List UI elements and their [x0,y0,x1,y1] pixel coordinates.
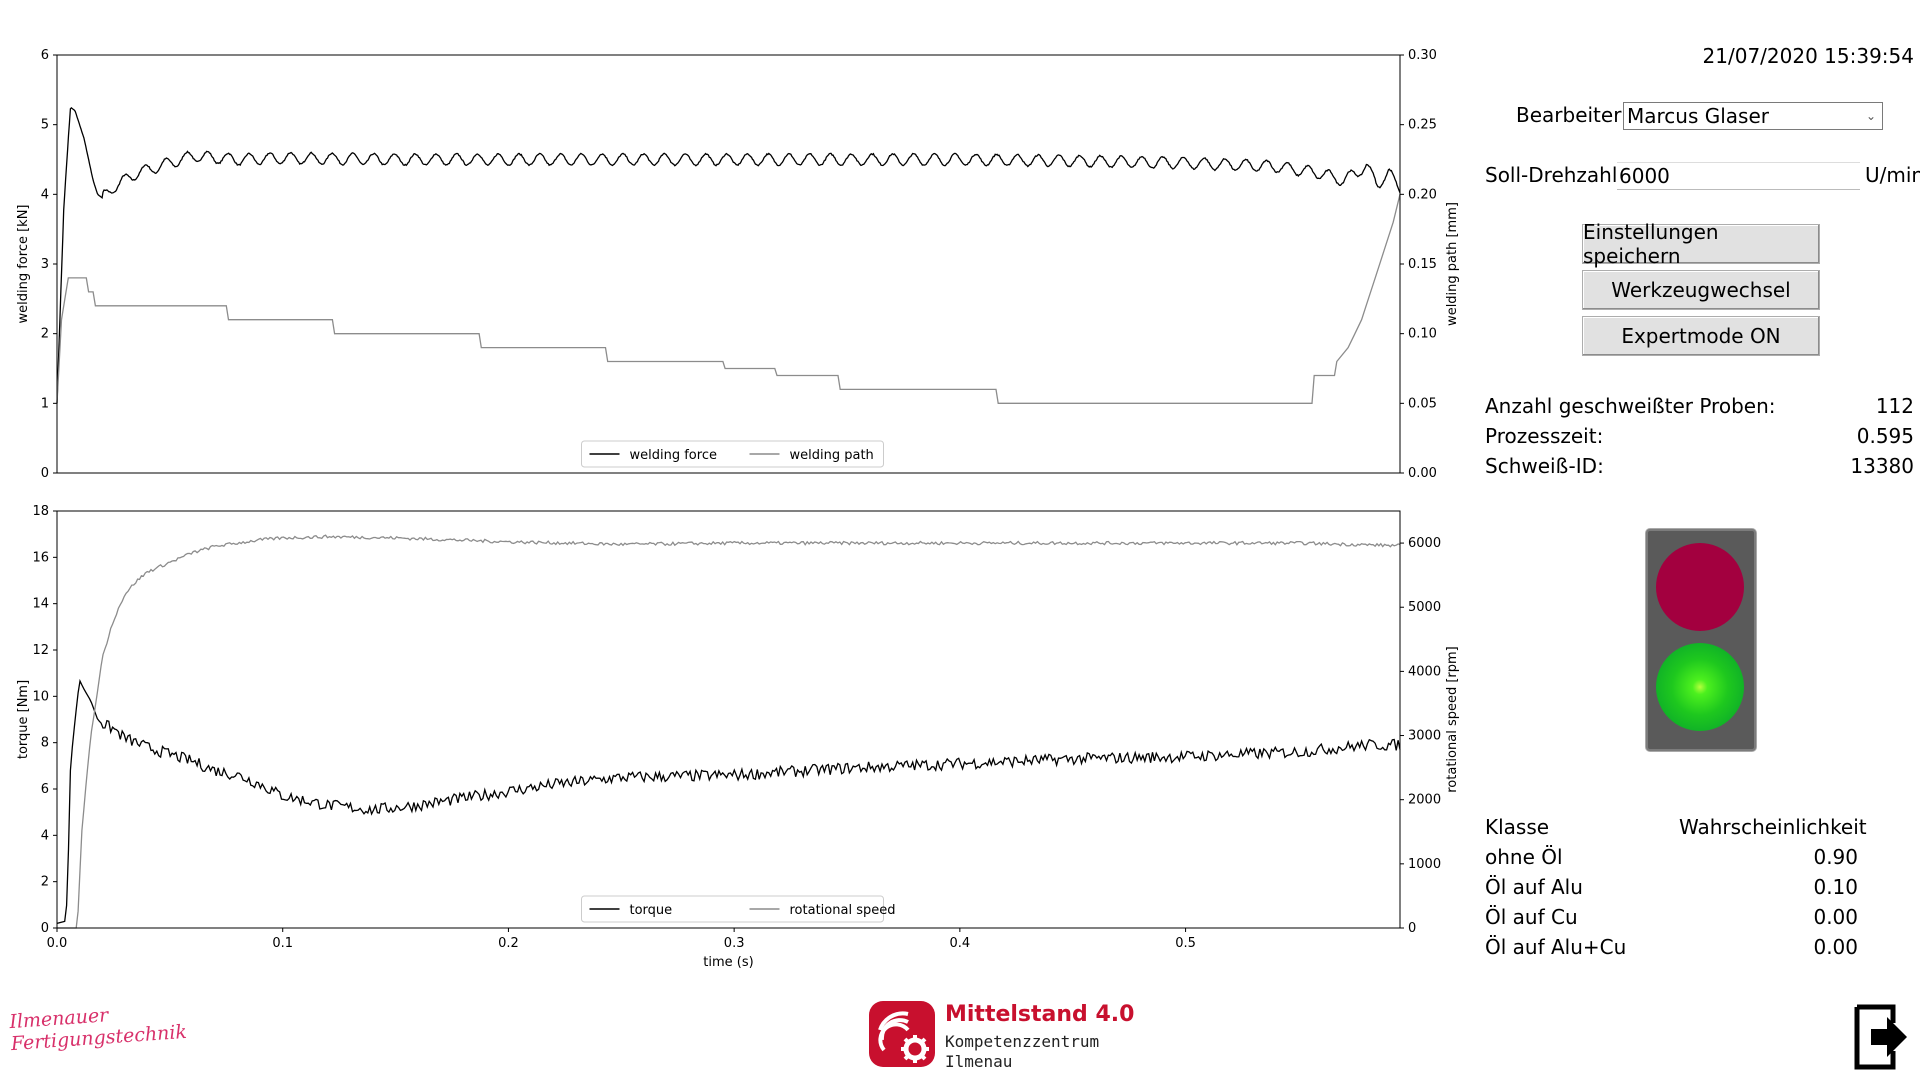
exit-icon[interactable] [1853,1003,1911,1071]
y-axis-label: torque [Nm] [16,680,31,759]
class-label: Öl auf Alu [1485,875,1583,899]
stat-process-time-value: 0.595 [1856,424,1914,448]
y2-tick-label: 3000 [1408,729,1441,744]
y2-tick-label: 5000 [1408,600,1441,615]
y2-tick-label: 0.00 [1408,466,1437,481]
operator-select-value: Marcus Glaser [1627,104,1770,128]
operator-select[interactable]: Marcus Glaser ⌄ [1623,102,1883,130]
series-line-rotational-speed [57,534,1401,929]
plot-frame [56,510,1401,929]
mittelstand-subtitle-2: Ilmenau [945,1052,1013,1071]
series-line-welding-force [56,107,1401,404]
stat-process-time-label: Prozesszeit: [1485,424,1604,448]
y-tick-label: 0 [41,921,49,936]
class-header: Klasse [1485,815,1550,839]
y2-tick-label: 0.10 [1408,327,1437,342]
y2-tick-label: 2000 [1408,793,1441,808]
target-speed-unit: U/min [1865,163,1920,187]
class-probability: 0.10 [1813,875,1858,899]
y-tick-label: 16 [32,550,49,565]
y2-tick-label: 0.20 [1408,187,1437,202]
x-axis-label: time (s) [703,955,753,970]
save-settings-button[interactable]: Einstellungen speichern [1582,220,1820,268]
y-tick-label: 6 [41,782,49,797]
y2-tick-label: 0.30 [1408,48,1437,63]
series-line-welding-path [56,194,1401,404]
mittelstand-subtitle-1: Kompetenzzentrum [945,1032,1100,1051]
legend-box [581,440,884,468]
traffic-light [1645,528,1757,752]
y-tick-label: 18 [32,504,49,519]
y2-tick-label: 0 [1408,921,1416,936]
stat-weld-id-value: 13380 [1850,454,1914,478]
class-probability: 0.00 [1813,905,1858,929]
legend-label: torque [630,903,673,918]
stat-samples-value: 112 [1875,394,1914,418]
y2-tick-label: 0.15 [1408,257,1437,272]
series-line-torque [56,678,1401,925]
operator-label: Bearbeiter: [1516,103,1628,127]
y2-tick-label: 0.05 [1408,396,1437,411]
x-tick-label: 0.5 [1175,936,1196,951]
y-axis-label: welding force [kN] [16,205,31,324]
stat-weld-id-label: Schweiß-ID: [1485,454,1604,478]
x-tick-label: 0.0 [47,936,68,951]
y2-tick-label: 6000 [1408,536,1441,551]
y-tick-label: 4 [41,828,49,843]
y-tick-label: 6 [41,48,49,63]
y-tick-label: 5 [41,118,49,133]
y-tick-label: 2 [41,327,49,342]
x-tick-label: 0.4 [950,936,971,951]
class-label: ohne Öl [1485,845,1563,869]
legend-label: rotational speed [790,903,896,918]
y2-tick-label: 1000 [1408,857,1441,872]
y-tick-label: 8 [41,736,49,751]
y2-tick-label: 0.25 [1408,118,1437,133]
y-tick-label: 3 [41,257,49,272]
class-probability: 0.90 [1813,845,1858,869]
probability-header: Wahrscheinlichkeit [1679,815,1867,839]
class-probability: 0.00 [1813,935,1858,959]
ilmenau-fertigungstechnik-logo: Ilmenauer Fertigungstechnik [9,999,188,1055]
y-tick-label: 10 [32,689,49,704]
class-label: Öl auf Cu [1485,905,1578,929]
mittelstand-title: Mittelstand 4.0 [945,1002,1135,1027]
x-tick-label: 0.3 [724,936,745,951]
y2-tick-label: 4000 [1408,664,1441,679]
datetime-display: 21/07/2020 15:39:54 [1702,44,1914,68]
chevron-down-icon: ⌄ [1865,109,1876,123]
legend-box [581,895,884,923]
y-tick-label: 4 [41,187,49,202]
charts-area: 01234560.000.050.100.150.200.250.30weldi… [16,48,1460,970]
target-speed-label: Soll-Drehzahl: [1485,163,1625,187]
y-tick-label: 1 [41,396,49,411]
stat-samples-label: Anzahl geschweißter Proben: [1485,394,1776,418]
y-tick-label: 2 [41,875,49,890]
x-tick-label: 0.2 [498,936,519,951]
red-lamp [1656,543,1744,631]
expert-mode-button[interactable]: Expertmode ON [1582,316,1820,356]
legend-label: welding force [630,448,717,463]
class-label: Öl auf Alu+Cu [1485,935,1627,959]
y-tick-label: 12 [32,643,49,658]
y2-axis-label: rotational speed [rpm] [1445,646,1460,793]
y2-axis-label: welding path [mm] [1445,202,1460,326]
mittelstand-logo-icon [869,1001,935,1067]
legend-label: welding path [790,448,874,463]
x-tick-label: 0.1 [272,936,293,951]
y-tick-label: 14 [32,597,49,612]
plot-frame [56,54,1401,474]
green-lamp [1656,643,1744,731]
tool-change-button[interactable]: Werkzeugwechsel [1582,270,1820,310]
y-tick-label: 0 [41,466,49,481]
target-speed-input[interactable] [1617,162,1860,190]
